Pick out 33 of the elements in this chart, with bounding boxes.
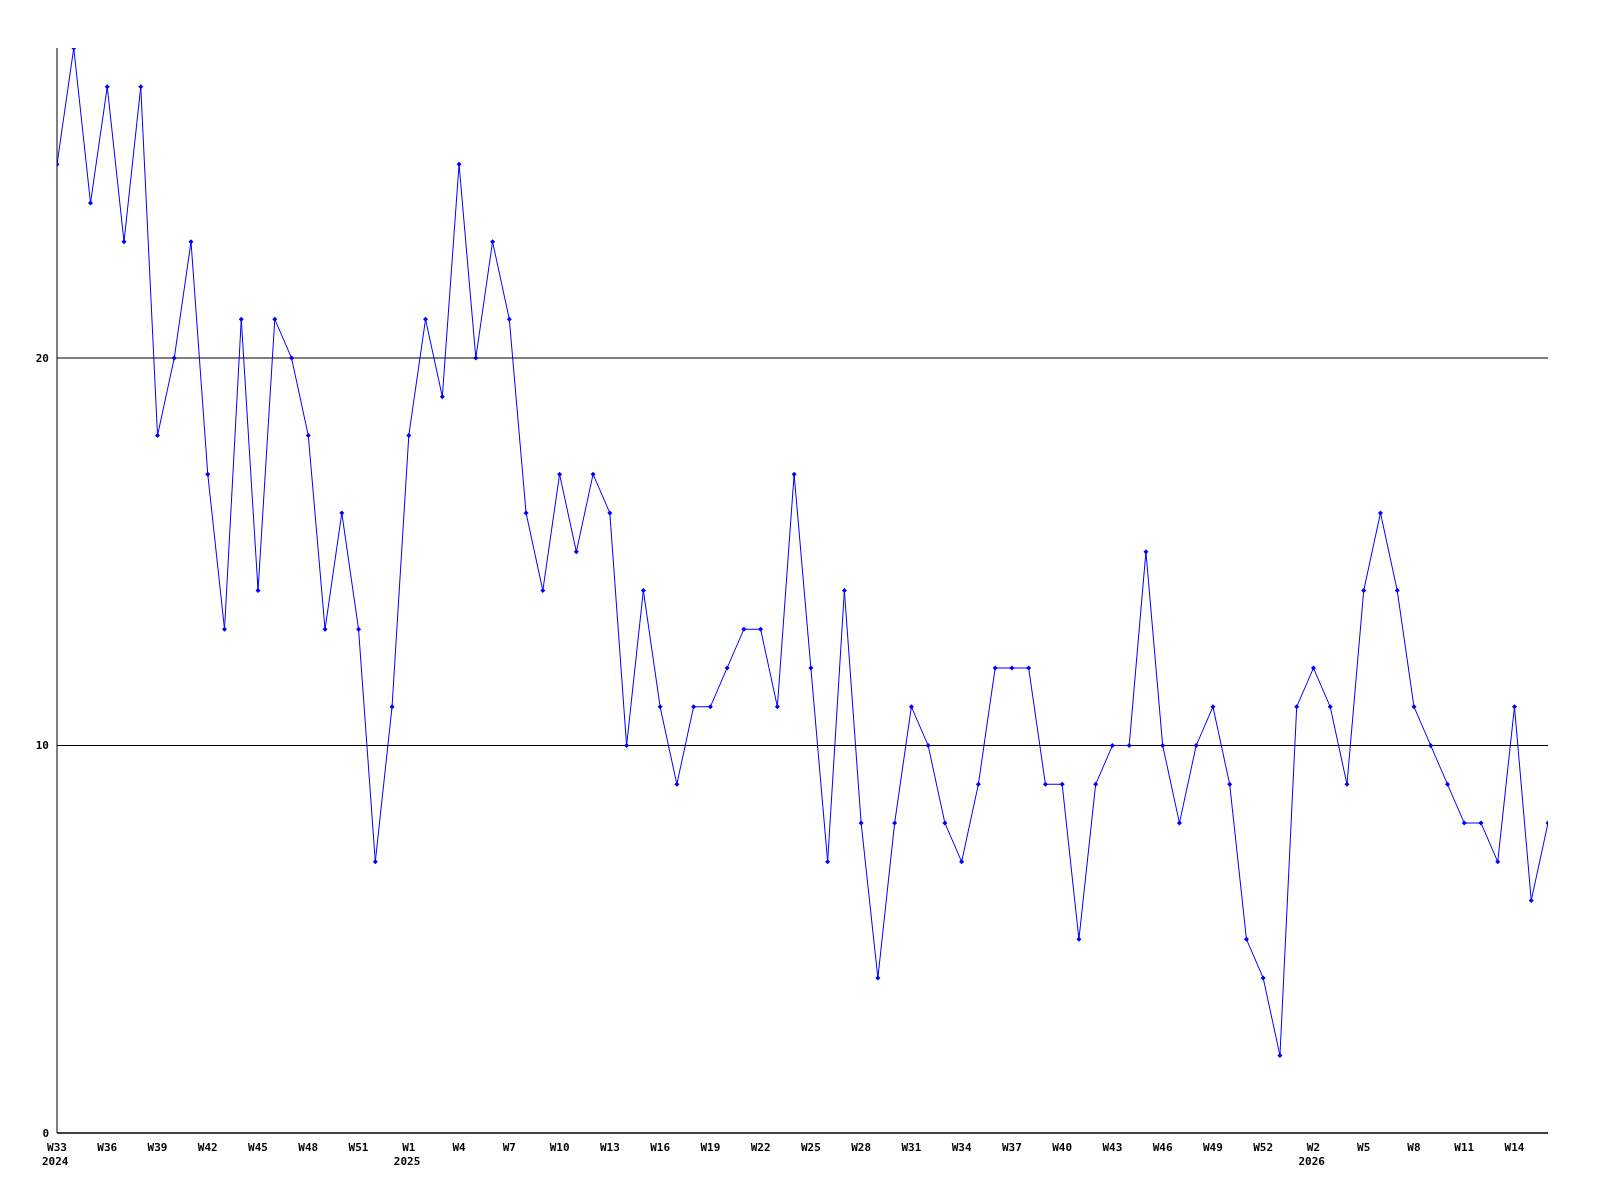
x-tick-label: W31: [901, 1141, 922, 1154]
x-tick-label: W43: [1102, 1141, 1123, 1154]
x-tick-label: W11: [1454, 1141, 1475, 1154]
x-tick-label: W13: [599, 1141, 620, 1154]
x-tick-label: W42: [197, 1141, 218, 1154]
x-tick-label: W16: [650, 1141, 671, 1154]
x-tick-label: W48: [298, 1141, 319, 1154]
x-tick-label: W22: [750, 1141, 771, 1154]
x-tick-label: W37: [1001, 1141, 1022, 1154]
x-tick-label: W5: [1357, 1141, 1371, 1154]
x-tick-label: W34: [951, 1141, 972, 1154]
x-tick-label: W19: [700, 1141, 721, 1154]
x-tick-label: W1 2025: [393, 1141, 421, 1168]
x-tick-label: W39: [147, 1141, 168, 1154]
x-tick-label: W8: [1407, 1141, 1421, 1154]
x-tick-label: W14: [1504, 1141, 1525, 1154]
x-tick-label: W7: [502, 1141, 516, 1154]
x-tick-label: W36: [97, 1141, 118, 1154]
y-tick-label: 0: [42, 1126, 49, 1140]
x-tick-label: W49: [1203, 1141, 1223, 1154]
x-tick-label: W28: [851, 1141, 872, 1154]
x-tick-label: W45: [248, 1141, 268, 1154]
y-tick-label: 10: [35, 739, 49, 753]
x-tick-label: W40: [1052, 1141, 1073, 1154]
x-tick-label: W25: [800, 1141, 821, 1154]
x-tick-label: W46: [1152, 1141, 1173, 1154]
x-tick-label: W10: [549, 1141, 570, 1154]
x-tick-label: W51: [348, 1141, 369, 1154]
x-tick-label: W33 2024: [42, 1141, 69, 1168]
x-tick-label: W2 2026: [1298, 1141, 1326, 1168]
x-tick-label: W52: [1253, 1141, 1274, 1154]
y-tick-label: 20: [35, 351, 49, 365]
x-tick-label: W4: [452, 1141, 467, 1154]
